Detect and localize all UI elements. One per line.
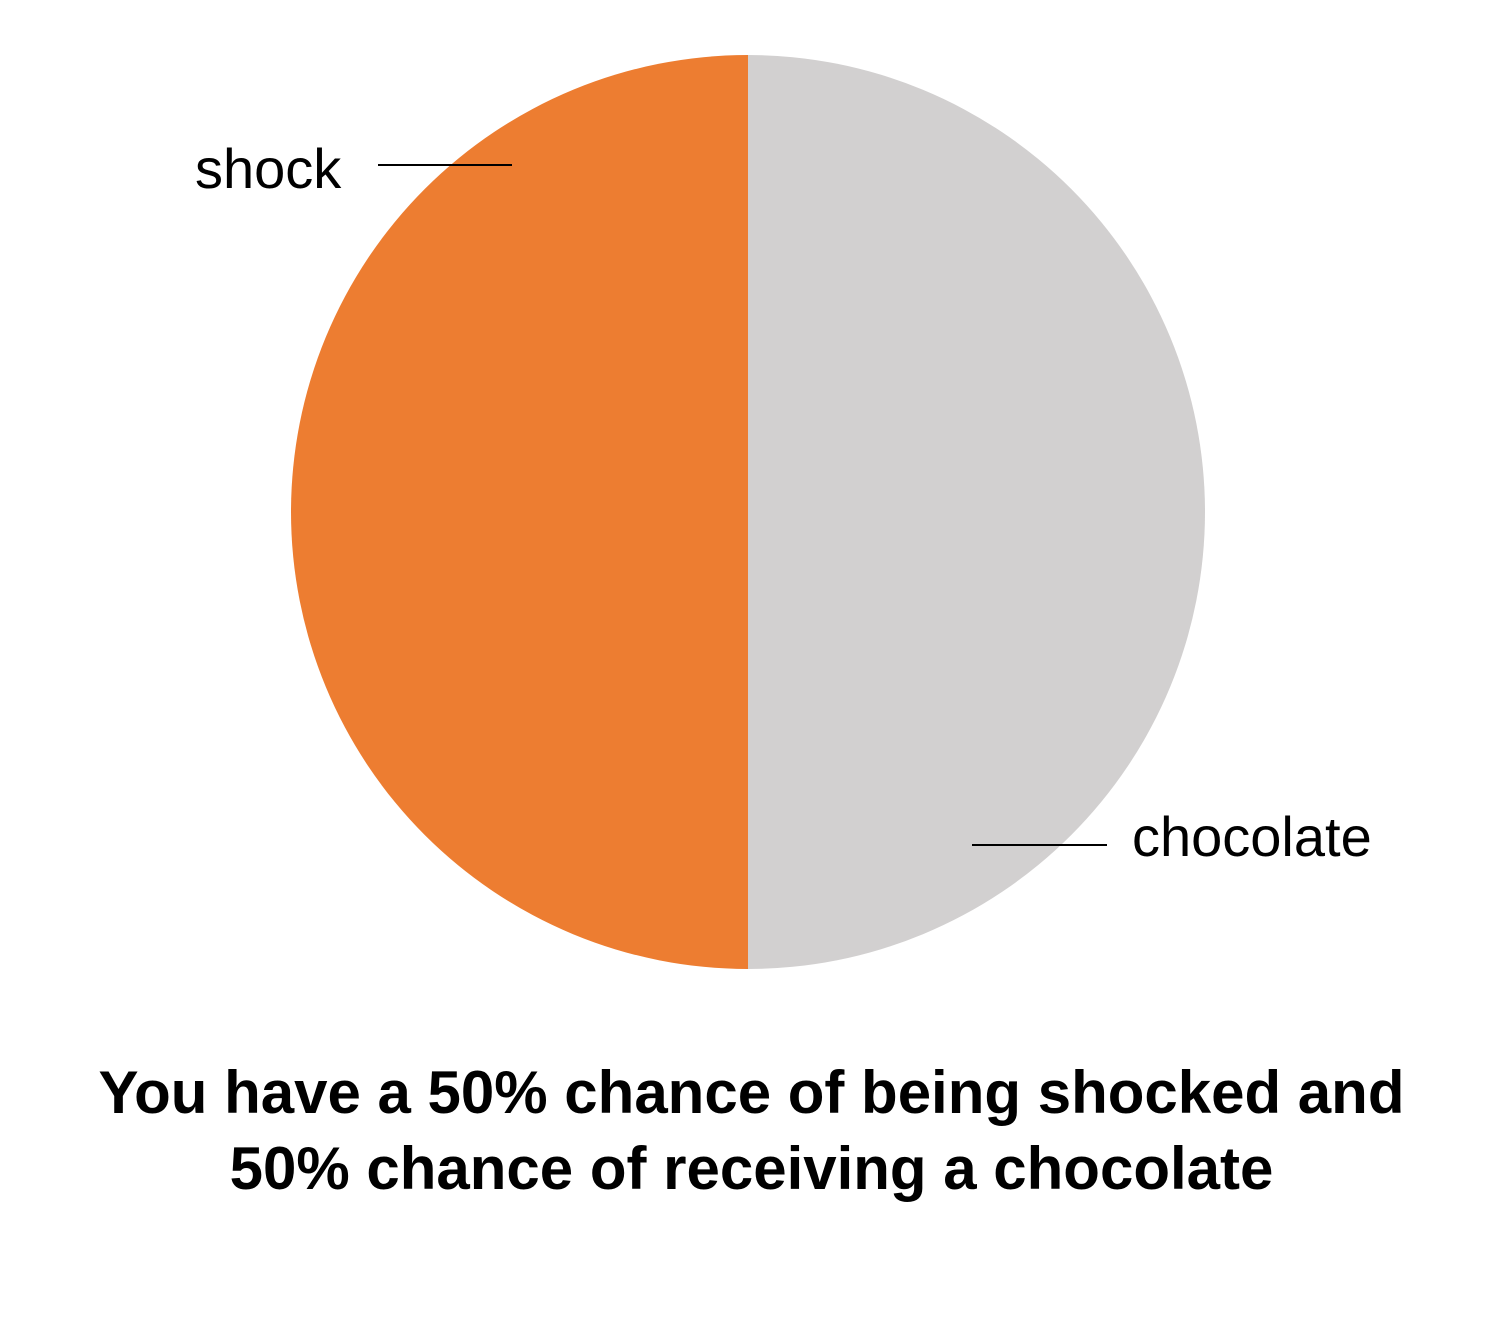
slice-label-shock: shock bbox=[195, 137, 342, 200]
slice-label-chocolate: chocolate bbox=[1132, 805, 1372, 868]
pie-labels: shock chocolate bbox=[195, 137, 1372, 868]
pie-slices bbox=[291, 55, 1205, 969]
pie-chart: shock chocolate bbox=[195, 55, 1372, 969]
pie-slice-chocolate bbox=[748, 55, 1205, 969]
caption-line-2: 50% chance of receiving a chocolate bbox=[229, 1135, 1274, 1202]
chart-caption: You have a 50% chance of being shocked a… bbox=[0, 1055, 1503, 1207]
pie-slice-shock bbox=[291, 55, 748, 969]
caption-line-1: You have a 50% chance of being shocked a… bbox=[98, 1059, 1405, 1126]
